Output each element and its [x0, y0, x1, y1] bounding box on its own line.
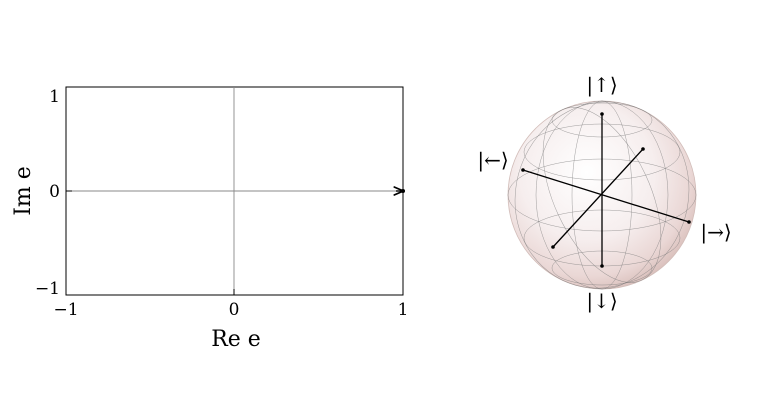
- axis-endpoint: [687, 220, 691, 224]
- axis-endpoint: [600, 264, 604, 268]
- y-axis-label: Im e: [11, 166, 36, 216]
- ytick-label-top: 1: [49, 87, 60, 107]
- axis-endpoint: [600, 112, 604, 116]
- y-axis: [552, 148, 644, 248]
- xtick-label-right: 1: [398, 300, 409, 320]
- longitude-lines: [514, 100, 690, 290]
- ket-left-label: |←⟩: [477, 148, 508, 173]
- xtick-label-mid: 0: [229, 300, 240, 320]
- x-axis: [522, 169, 690, 223]
- complex-plane-plot: 1 0 −1 −1 0 1 Re e Im e: [11, 86, 409, 352]
- axis-endpoint: [521, 168, 525, 172]
- ket-down-label: |↓⟩: [586, 289, 617, 314]
- axis-endpoint: [641, 147, 645, 151]
- ket-right-label: |→⟩: [700, 220, 731, 245]
- x-axis-label: Re e: [211, 327, 261, 352]
- ytick-label-bottom: −1: [35, 279, 60, 299]
- xtick-label-left: −1: [53, 300, 78, 320]
- bloch-sphere: |↑⟩ |↓⟩ |←⟩ |→⟩: [477, 73, 731, 314]
- axis-endpoint: [551, 245, 555, 249]
- ytick-label-mid: 0: [49, 182, 60, 202]
- ket-up-label: |↑⟩: [586, 73, 617, 98]
- data-point: [401, 189, 405, 193]
